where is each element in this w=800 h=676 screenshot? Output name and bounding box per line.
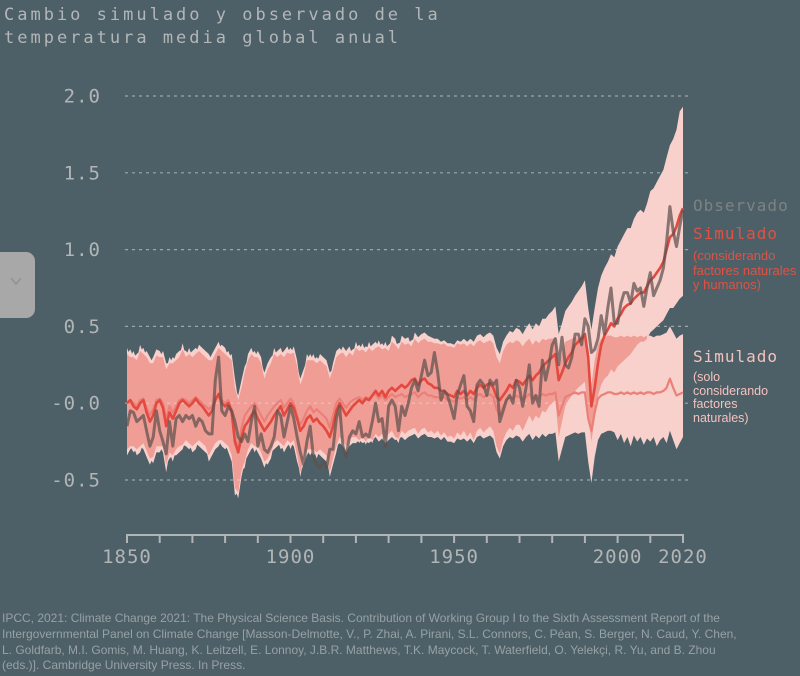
y-tick-label: 2.0 [64, 86, 101, 108]
x-tick-label: 1900 [266, 546, 316, 568]
page-title: Cambio simulado y observado de la temper… [4, 5, 441, 48]
legend-simulated-nat-label: Simulado [693, 347, 779, 366]
y-tick-label: -0.0 [51, 393, 101, 415]
legend-simulated-nat-sublabel: (solo considerando factores naturales) [693, 370, 769, 425]
x-tick-label: 2000 [593, 546, 643, 568]
y-tick-label: -0.5 [51, 470, 101, 492]
observed-line [125, 205, 685, 470]
x-tick-label: 1850 [102, 546, 152, 568]
y-tick-label: 1.5 [64, 162, 101, 184]
legend-observed-label: Observado [693, 196, 789, 215]
source-citation: IPCC, 2021: Climate Change 2021: The Phy… [2, 611, 737, 673]
legend-simulated-hn-label: Simulado [693, 224, 779, 243]
y-tick-label: 0.5 [64, 316, 101, 338]
x-tick-label: 1950 [429, 546, 479, 568]
left-edge-tab[interactable] [0, 252, 35, 318]
legend-simulated-hn-sublabel: (considerando factores naturales y human… [693, 248, 797, 292]
x-tick-label: 2020 [658, 546, 708, 568]
y-tick-label: 1.0 [64, 239, 101, 261]
